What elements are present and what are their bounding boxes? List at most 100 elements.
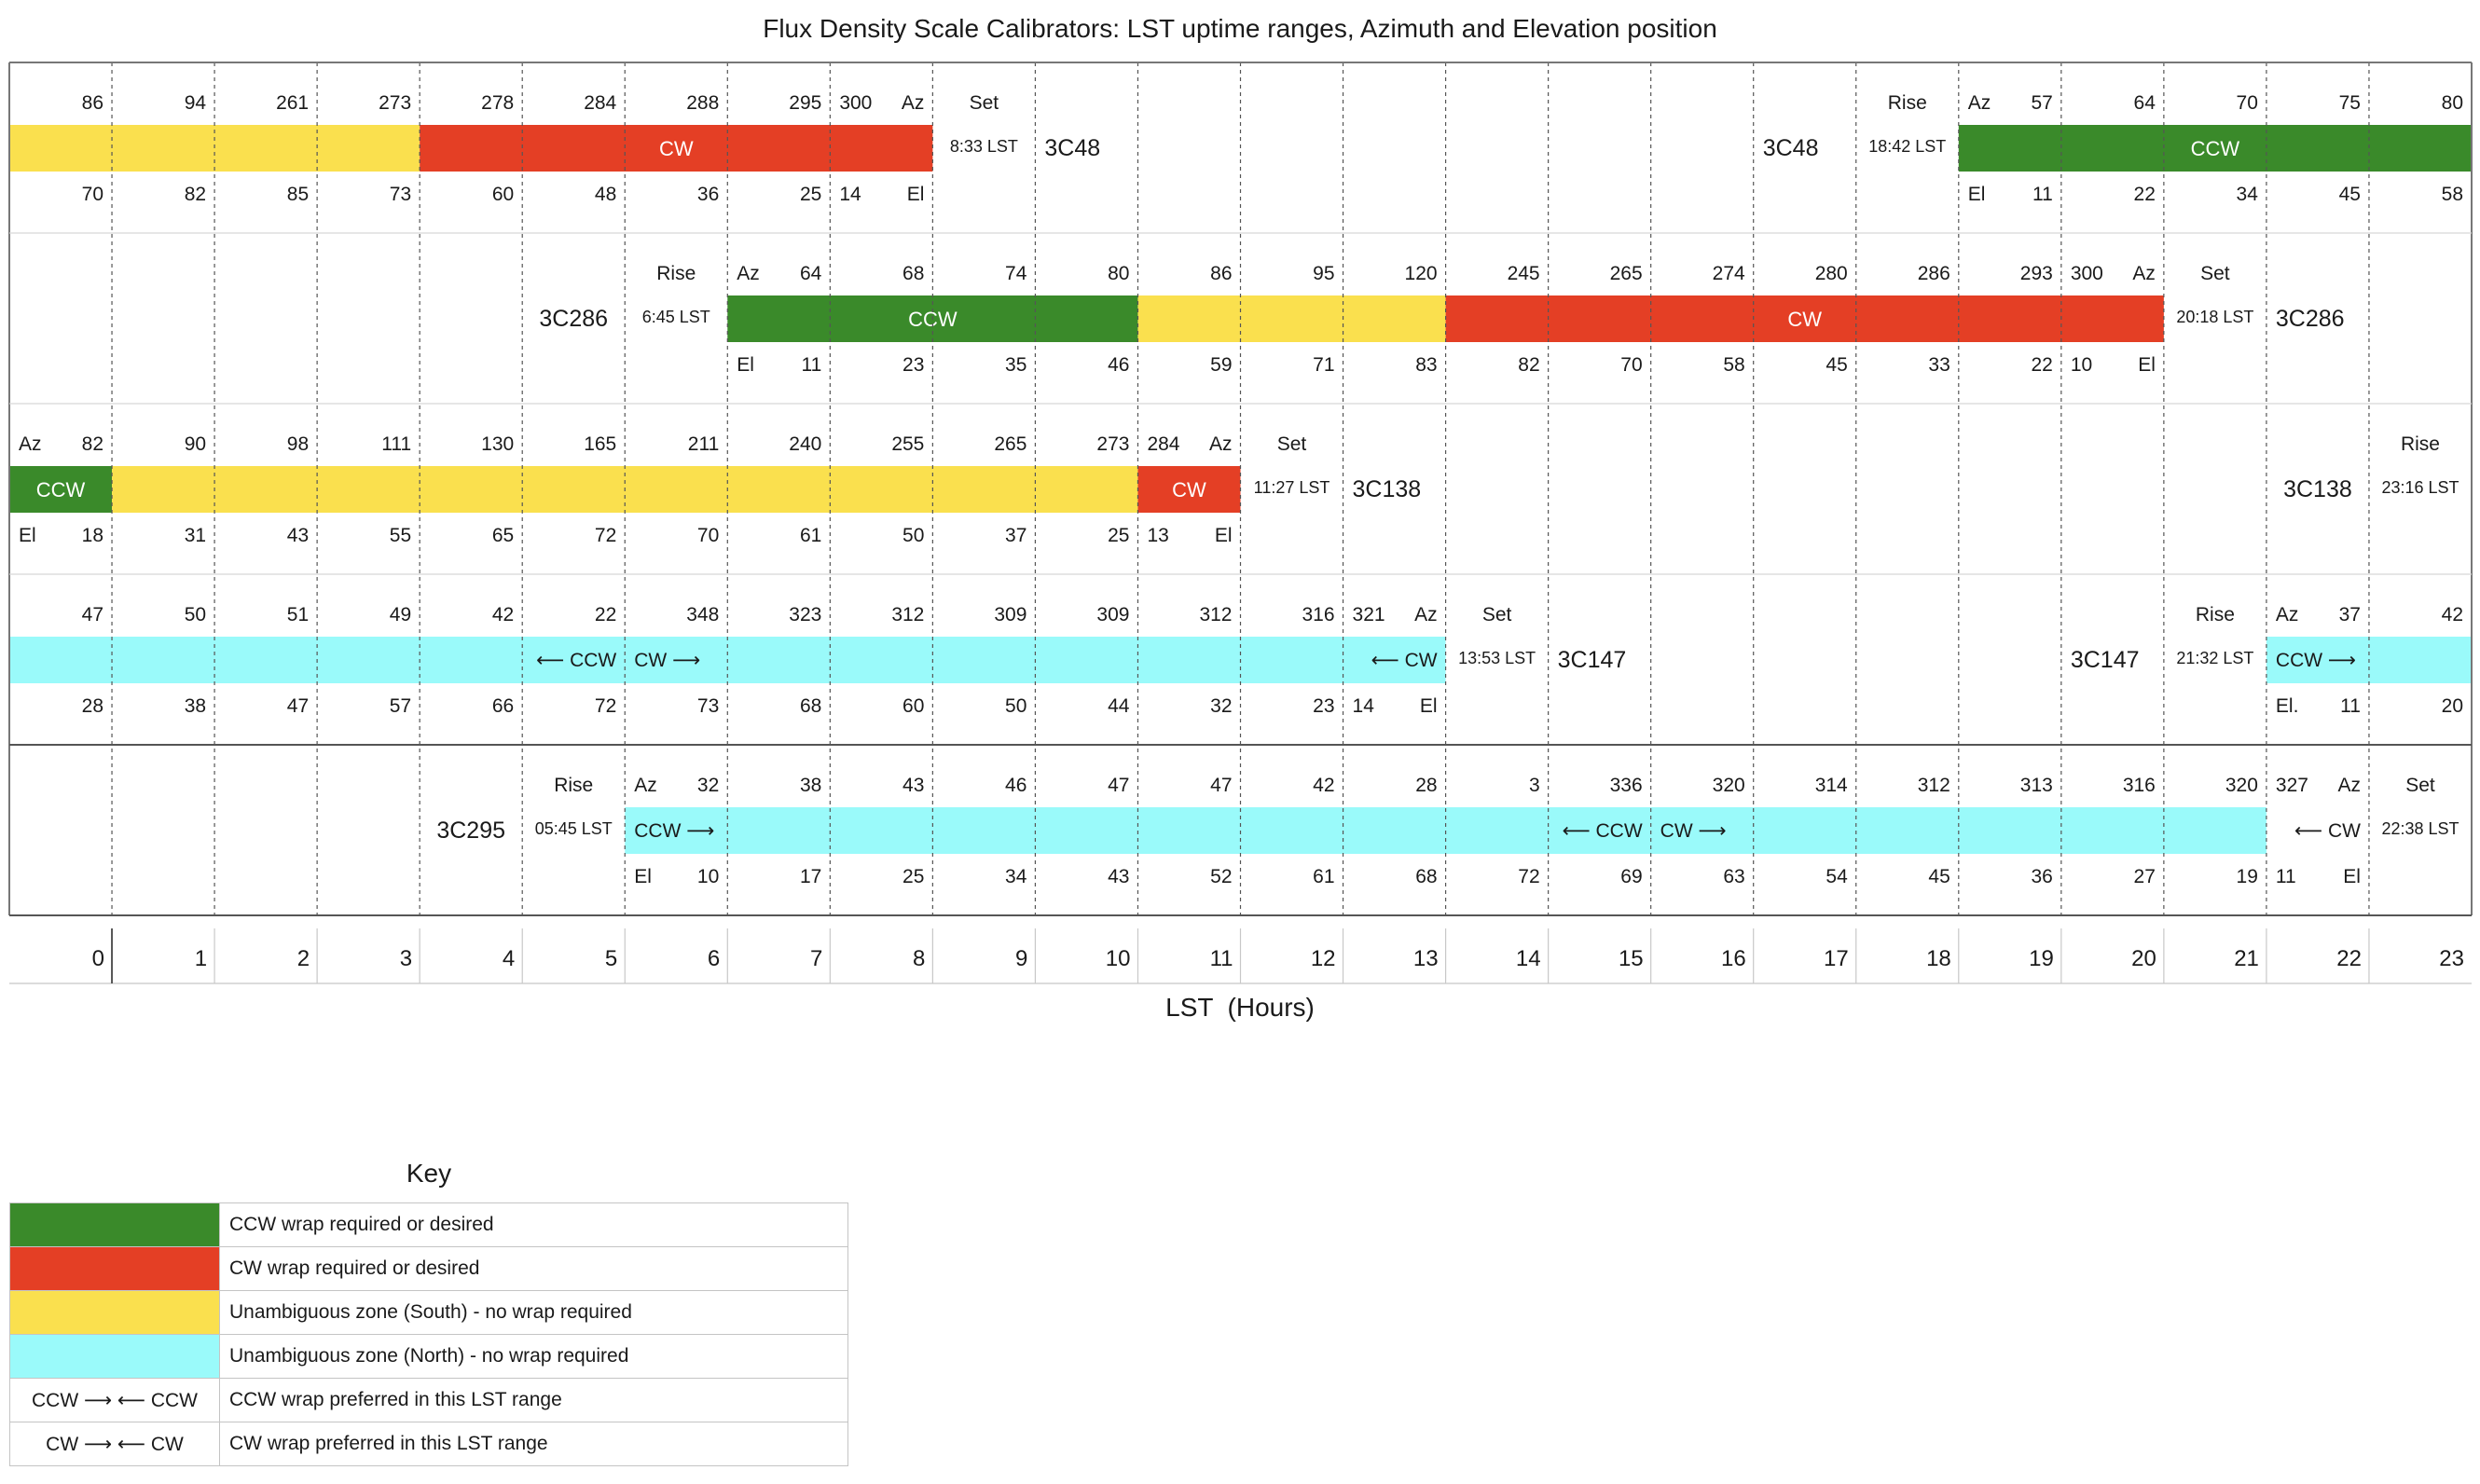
azimuth-label: 111 xyxy=(381,433,411,455)
elevation-label: 69 xyxy=(1620,866,1642,887)
elevation-label: El xyxy=(1968,184,1986,205)
legend-label: CW wrap preferred in this LST range xyxy=(219,1422,848,1466)
azimuth-label: 42 xyxy=(492,604,514,625)
azimuth-label: 32 xyxy=(697,775,719,796)
legend-swatch: CW ⟶ ⟵ CW xyxy=(9,1422,220,1466)
azimuth-label: 300 xyxy=(2071,263,2103,284)
elevation-label: 85 xyxy=(287,184,309,205)
elevation-label: 61 xyxy=(1313,866,1334,887)
legend-row: Unambiguous zone (North) - no wrap requi… xyxy=(9,1334,848,1379)
elevation-label: 37 xyxy=(1005,525,1026,546)
elevation-label: 70 xyxy=(82,184,103,205)
x-tick-label: 19 xyxy=(2029,946,2054,971)
x-tick-label: 18 xyxy=(1926,946,1951,971)
elevation-label: 14 xyxy=(839,184,861,205)
azimuth-label: 68 xyxy=(902,263,924,284)
source-name: 3C48 xyxy=(1044,135,1100,161)
elevation-label: 73 xyxy=(697,695,719,717)
row-note: ⟵ CCW xyxy=(1563,820,1643,842)
azimuth-label: 82 xyxy=(82,433,103,455)
elevation-label: 46 xyxy=(1108,354,1129,376)
elevation-label: 45 xyxy=(2339,184,2361,205)
azimuth-label: 47 xyxy=(1108,775,1129,796)
bar-label: CW xyxy=(1787,308,1822,331)
elevation-label: 27 xyxy=(2134,866,2156,887)
x-tick-label: 16 xyxy=(1721,946,1746,971)
azimuth-label: 320 xyxy=(2225,775,2258,796)
elevation-label: 28 xyxy=(82,695,103,717)
row-note: CCW ⟶ xyxy=(634,820,714,842)
azimuth-label: 90 xyxy=(185,433,206,455)
elevation-label: 58 xyxy=(1723,354,1744,376)
azimuth-label: 28 xyxy=(1415,775,1437,796)
elevation-label: 72 xyxy=(595,525,616,546)
row-note: ⟵ CW xyxy=(2294,820,2361,842)
x-tick-label: 4 xyxy=(503,946,515,971)
x-axis: 0 1 2 3 4 5 6 7 8 9 10 11 12 13 14 15 16 17 18 19 20 21 22 23 xyxy=(9,914,2472,984)
azimuth-label: 98 xyxy=(287,433,309,455)
elevation-label: 25 xyxy=(1108,525,1129,546)
legend-label: CW wrap required or desired xyxy=(219,1246,848,1291)
elevation-label: 19 xyxy=(2237,866,2258,887)
elevation-label: 11 xyxy=(802,354,822,376)
azimuth-label: 42 xyxy=(2442,604,2463,625)
row-note: CW ⟶ xyxy=(1660,820,1727,842)
azimuth-label: 47 xyxy=(82,604,103,625)
elevation-label: 61 xyxy=(800,525,821,546)
azimuth-label: Az xyxy=(2276,604,2299,625)
azimuth-label: 316 xyxy=(2123,775,2156,796)
row-note: 23:16 LST xyxy=(2381,478,2459,497)
azimuth-label: 312 xyxy=(891,604,924,625)
elevation-label: 22 xyxy=(2134,184,2156,205)
azimuth-label: 300 xyxy=(839,92,872,114)
row-note: ⟵ CW xyxy=(1371,650,1438,671)
azimuth-label: Set xyxy=(2200,263,2230,284)
azimuth-label: Set xyxy=(970,92,999,114)
azimuth-label: 280 xyxy=(1815,263,1848,284)
azimuth-label: Rise xyxy=(554,775,593,796)
azimuth-label: Rise xyxy=(2196,604,2235,625)
azimuth-label: Set xyxy=(1277,433,1307,455)
elevation-label: El xyxy=(2343,866,2361,887)
row-note: 8:33 LST xyxy=(950,137,1018,156)
azimuth-label: Az xyxy=(902,92,925,114)
elevation-label: 60 xyxy=(492,184,514,205)
x-tick-label: 23 xyxy=(2439,946,2464,971)
legend-table: CCW wrap required or desired CW wrap requ… xyxy=(9,1202,848,1466)
elevation-label: 54 xyxy=(1826,866,1848,887)
elevation-label: 47 xyxy=(287,695,309,717)
source-name: 3C295 xyxy=(436,818,505,844)
elevation-label: 36 xyxy=(2031,866,2052,887)
x-tick-label: 8 xyxy=(913,946,925,971)
source-name: 3C147 xyxy=(1558,647,1627,673)
x-tick-label: 3 xyxy=(400,946,412,971)
azimuth-label: 46 xyxy=(1005,775,1026,796)
elevation-label: 68 xyxy=(1415,866,1437,887)
labels-layer: 86 94 261 273 278 284 288 295 300 Az Set Rise Az 57 64… xyxy=(19,92,2463,887)
elevation-label: 14 xyxy=(1353,695,1375,717)
azimuth-label: 120 xyxy=(1405,263,1438,284)
azimuth-label: 165 xyxy=(584,433,616,455)
legend-title: Key xyxy=(406,1159,452,1188)
azimuth-label: 240 xyxy=(789,433,821,455)
azimuth-label: Rise xyxy=(656,263,696,284)
legend-row: Unambiguous zone (South) - no wrap requi… xyxy=(9,1290,848,1335)
azimuth-label: 74 xyxy=(1005,263,1027,284)
azimuth-label: Az xyxy=(1968,92,1991,114)
chart-title: Flux Density Scale Calibrators: LST upti… xyxy=(763,14,1717,43)
azimuth-label: 94 xyxy=(185,92,207,114)
azimuth-label: 295 xyxy=(789,92,821,114)
elevation-label: 48 xyxy=(595,184,616,205)
elevation-label: 45 xyxy=(1826,354,1847,376)
elevation-label: 55 xyxy=(390,525,411,546)
elevation-label: El xyxy=(737,354,754,376)
source-name: 3C286 xyxy=(539,306,608,332)
x-tick-label: 5 xyxy=(605,946,617,971)
elevation-label: 50 xyxy=(1005,695,1026,717)
azimuth-label: 47 xyxy=(1210,775,1232,796)
elevation-label: 23 xyxy=(1313,695,1334,717)
azimuth-label: 327 xyxy=(2276,775,2308,796)
row-note: 11:27 LST xyxy=(1254,478,1330,497)
elevation-label: El xyxy=(1215,525,1233,546)
elevation-label: 11 xyxy=(2032,184,2053,205)
